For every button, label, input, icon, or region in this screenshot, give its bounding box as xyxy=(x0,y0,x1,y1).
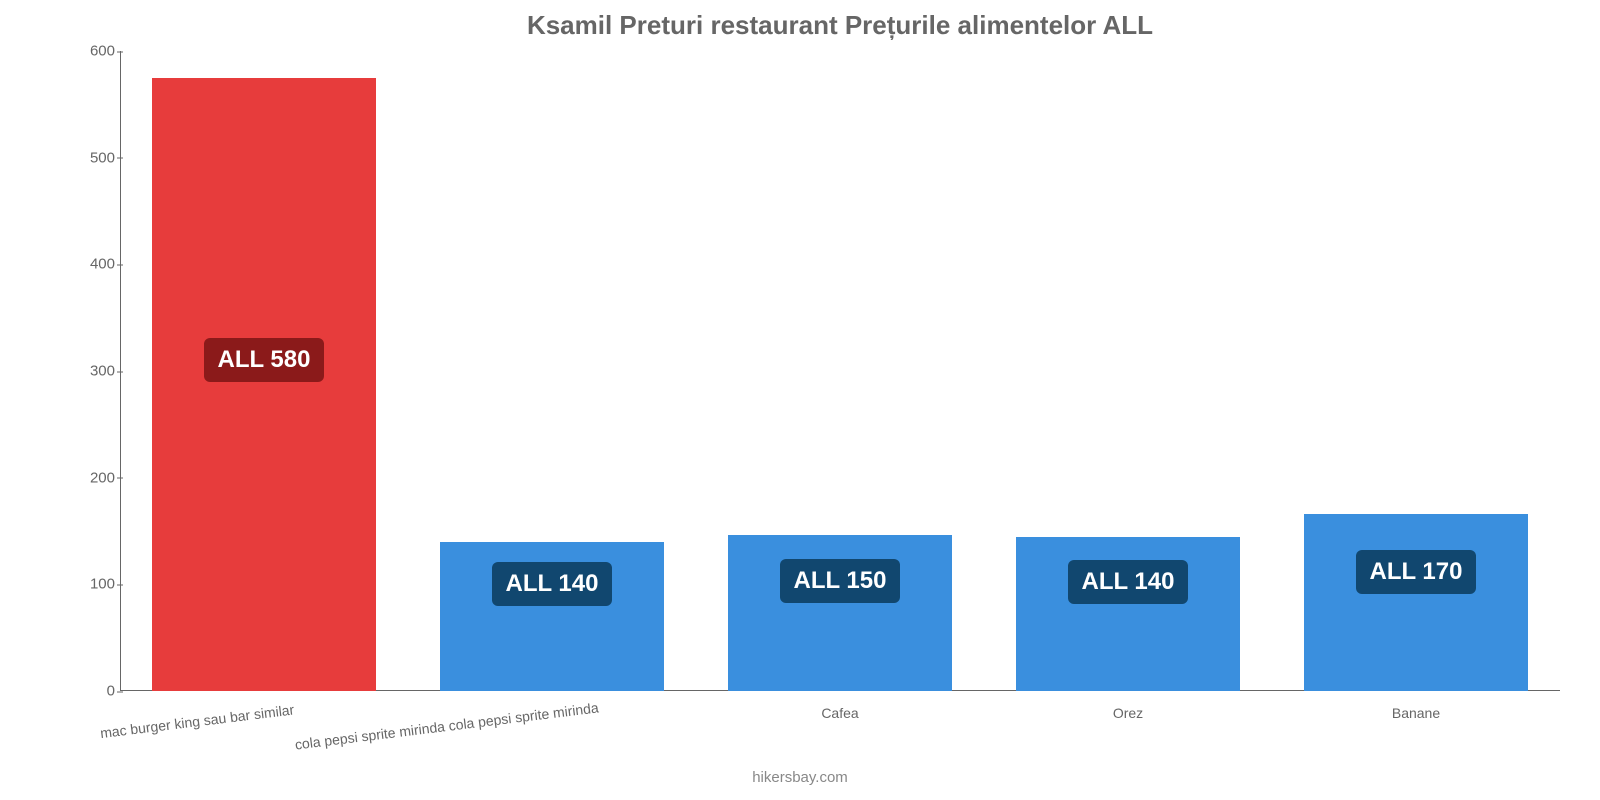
y-tick: 300 xyxy=(60,363,115,380)
value-badge-wrap: ALL 170 xyxy=(1272,550,1560,594)
value-badge-wrap: ALL 150 xyxy=(696,559,984,603)
y-axis: 0100200300400500600 xyxy=(60,51,115,691)
y-tick: 600 xyxy=(60,43,115,60)
value-badge-wrap: ALL 140 xyxy=(408,562,696,606)
value-badge: ALL 170 xyxy=(1356,550,1477,594)
x-label-text: cola pepsi sprite mirinda cola pepsi spr… xyxy=(294,699,599,752)
plot-area: 0100200300400500600 ALL 580ALL 140ALL 15… xyxy=(120,51,1560,691)
bar xyxy=(152,78,377,691)
value-badge-wrap: ALL 580 xyxy=(120,338,408,382)
x-label-text: Orez xyxy=(1113,705,1143,721)
y-tick: 400 xyxy=(60,256,115,273)
y-tick: 500 xyxy=(60,149,115,166)
bar-slot: ALL 170 xyxy=(1272,51,1560,691)
value-badge: ALL 150 xyxy=(780,559,901,603)
y-tick: 0 xyxy=(60,683,115,700)
bar-slot: ALL 580 xyxy=(120,51,408,691)
value-badge: ALL 140 xyxy=(492,562,613,606)
value-badge-wrap: ALL 140 xyxy=(984,560,1272,604)
bar-slot: ALL 140 xyxy=(984,51,1272,691)
chart-title: Ksamil Preturi restaurant Prețurile alim… xyxy=(120,10,1560,41)
chart-footer: hikersbay.com xyxy=(0,769,1600,786)
y-tick: 200 xyxy=(60,469,115,486)
price-chart: Ksamil Preturi restaurant Prețurile alim… xyxy=(0,0,1600,800)
bar-slot: ALL 150 xyxy=(696,51,984,691)
y-tick-mark xyxy=(117,691,123,692)
x-label-text: Cafea xyxy=(821,705,858,721)
bars-container: ALL 580 ALL 140 ALL 150 ALL 140 ALL 170 xyxy=(120,51,1560,691)
x-label-text: mac burger king sau bar similar xyxy=(99,701,295,741)
value-badge: ALL 580 xyxy=(204,338,325,382)
bar-slot: ALL 140 xyxy=(408,51,696,691)
x-label-text: Banane xyxy=(1392,705,1440,721)
value-badge: ALL 140 xyxy=(1068,560,1189,604)
y-tick: 100 xyxy=(60,576,115,593)
bar xyxy=(1304,514,1529,691)
